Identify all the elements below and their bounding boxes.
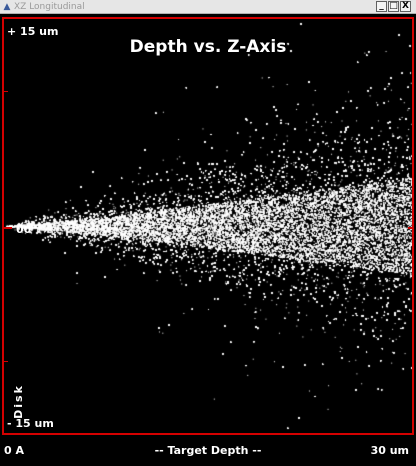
x-axis-label: -- Target Depth --	[154, 444, 262, 457]
minimize-button[interactable]: _	[376, 1, 387, 12]
x-axis-footer: 0 A -- Target Depth -- 30 um	[0, 437, 416, 466]
close-button[interactable]: X	[400, 1, 411, 12]
maximize-button[interactable]: □	[388, 1, 399, 12]
chart-title: Depth vs. Z-Axis	[129, 37, 287, 57]
window-title: XZ Longitudinal	[14, 2, 85, 12]
app-icon: ▲	[3, 2, 11, 12]
y-tick-upper	[4, 91, 8, 92]
x-tick-label-min: 0 A	[4, 444, 24, 457]
plot-area: Depth vs. Z-Axis + 15 um 00 - 15 um Disk	[2, 17, 414, 435]
y-tick-lower	[4, 361, 8, 362]
y-tick-label-min: - 15 um	[7, 417, 54, 430]
y-tick-label-zero: 00	[16, 223, 32, 236]
window-titlebar: ▲ XZ Longitudinal _ □ X	[0, 0, 416, 14]
y-tick-zero	[4, 227, 12, 229]
scatter-points	[4, 19, 412, 433]
y-tick-label-max: + 15 um	[7, 25, 59, 38]
x-tick-label-max: 30 um	[370, 444, 409, 457]
y-tick-zero-right	[408, 227, 412, 229]
disk-label: Disk	[11, 384, 25, 419]
